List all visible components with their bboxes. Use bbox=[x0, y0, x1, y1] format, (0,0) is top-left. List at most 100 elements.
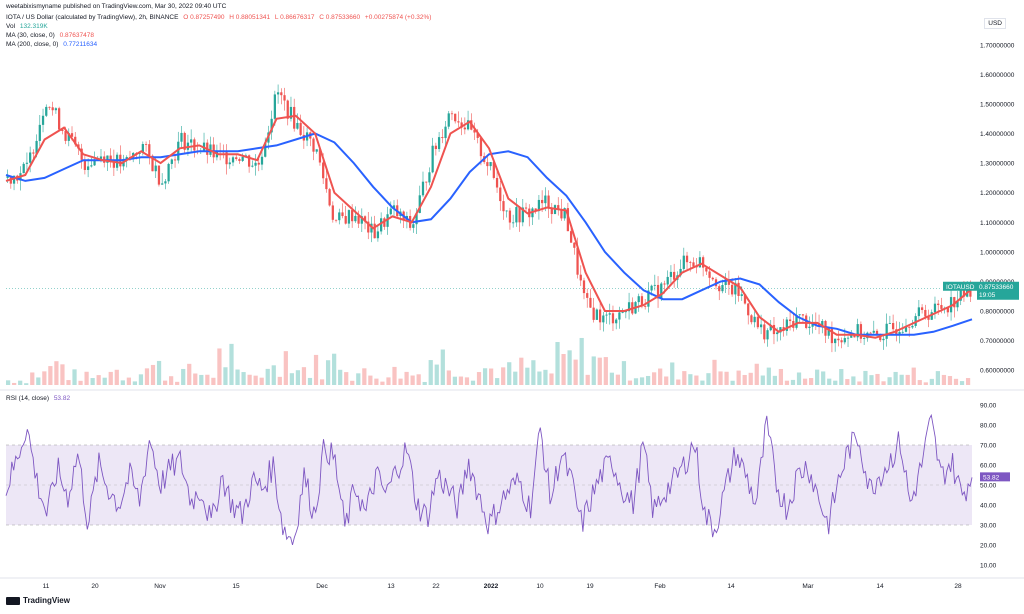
volume-bar bbox=[416, 374, 421, 385]
volume-bar bbox=[181, 368, 186, 385]
candle-body bbox=[669, 271, 673, 277]
time-axis-tick: Nov bbox=[154, 583, 166, 590]
candle-body bbox=[109, 155, 112, 160]
candle-body bbox=[38, 124, 41, 141]
volume-bar bbox=[162, 380, 168, 385]
candle-body bbox=[367, 221, 370, 233]
volume-bar bbox=[700, 380, 705, 385]
volume-bar bbox=[579, 337, 584, 385]
candle-body bbox=[547, 195, 550, 208]
candle-body bbox=[173, 159, 177, 161]
candle-body bbox=[231, 157, 235, 163]
volume-bar bbox=[609, 372, 614, 385]
volume-bar bbox=[277, 376, 282, 385]
volume-bar bbox=[235, 369, 240, 385]
volume-bar bbox=[126, 377, 131, 385]
watermark: weetabixismyname published on TradingVie… bbox=[6, 3, 227, 10]
volume-bar bbox=[36, 377, 41, 385]
volume-bar bbox=[537, 371, 542, 385]
candle-body bbox=[434, 145, 437, 150]
candle-body bbox=[557, 205, 560, 210]
candle-body bbox=[959, 287, 962, 301]
legend-ma30-row: MA (30, close, 0) 0.87637478 bbox=[6, 32, 97, 40]
candle-body bbox=[753, 316, 756, 323]
volume-bar bbox=[428, 360, 433, 385]
candle-body bbox=[592, 307, 595, 320]
candle-body bbox=[904, 326, 908, 332]
candle-body bbox=[908, 326, 911, 328]
candle-body bbox=[611, 313, 615, 324]
volume-bar bbox=[265, 368, 270, 385]
candle-body bbox=[605, 314, 608, 316]
volume-bar bbox=[857, 381, 862, 385]
volume-bar bbox=[881, 381, 886, 385]
candle-body bbox=[521, 207, 524, 223]
volume-bar bbox=[344, 372, 349, 385]
candle-body bbox=[247, 155, 251, 167]
volume-bar bbox=[241, 372, 246, 385]
candle-body bbox=[772, 324, 776, 335]
candle-body bbox=[106, 155, 109, 163]
volume-bar bbox=[591, 356, 596, 385]
volume-bar bbox=[60, 364, 65, 385]
candle-body bbox=[505, 210, 508, 212]
volume-bar bbox=[84, 371, 89, 385]
price-tag-symbol: IOTAUSD bbox=[946, 284, 975, 291]
candle-body bbox=[90, 165, 93, 167]
candle-body bbox=[837, 338, 840, 341]
volume-bar bbox=[778, 368, 784, 385]
candle-body bbox=[940, 305, 943, 309]
volume-bar bbox=[664, 376, 669, 385]
candle-body bbox=[515, 207, 518, 223]
candle-body bbox=[673, 271, 676, 280]
volume-bar bbox=[350, 380, 355, 385]
candle-body bbox=[412, 224, 415, 228]
candle-body bbox=[144, 144, 148, 145]
candle-body bbox=[850, 334, 853, 338]
candle-body bbox=[479, 137, 483, 157]
legend-ma200-label: MA (200, close, 0) bbox=[6, 41, 59, 48]
candle-body bbox=[750, 315, 753, 323]
volume-bar bbox=[633, 378, 639, 385]
volume-bar bbox=[338, 369, 343, 385]
volume-bar bbox=[790, 379, 796, 385]
volume-bar bbox=[283, 351, 288, 385]
candle-body bbox=[766, 330, 769, 340]
volume-bar bbox=[12, 382, 17, 385]
legend-rsi-value: 53.82 bbox=[53, 395, 71, 402]
volume-bar bbox=[965, 378, 971, 385]
volume-bar bbox=[953, 378, 959, 385]
candle-body bbox=[602, 315, 605, 323]
candle-body bbox=[415, 212, 418, 225]
candle-body bbox=[473, 129, 476, 133]
time-axis-tick: 11 bbox=[43, 583, 50, 590]
candle-body bbox=[718, 286, 721, 292]
candle-body bbox=[289, 106, 293, 119]
candle-body bbox=[779, 327, 782, 333]
candle-body bbox=[347, 210, 351, 224]
candle-body bbox=[685, 255, 689, 263]
price-axis-tick: 1.20000000 bbox=[980, 190, 1015, 197]
volume-bar bbox=[513, 371, 518, 385]
candle-body bbox=[270, 118, 273, 133]
rsi-value-tag: 53.82 bbox=[983, 474, 1000, 481]
candle-body bbox=[537, 199, 541, 212]
volume-bar bbox=[615, 374, 621, 385]
candle-body bbox=[640, 296, 644, 307]
candle-body bbox=[64, 130, 67, 141]
candle-body bbox=[373, 223, 376, 239]
candle-body bbox=[956, 300, 959, 308]
volume-bar bbox=[307, 377, 313, 385]
candle-body bbox=[882, 338, 885, 341]
volume-bar bbox=[772, 375, 777, 385]
volume-bar bbox=[410, 375, 415, 385]
candle-body bbox=[450, 113, 454, 115]
candle-body bbox=[328, 189, 331, 206]
volume-bar bbox=[259, 377, 264, 385]
currency-button[interactable]: USD bbox=[984, 18, 1006, 29]
volume-bar bbox=[66, 380, 71, 385]
price-tag-value-box bbox=[977, 281, 1019, 300]
candle-body bbox=[962, 287, 966, 297]
candle-body bbox=[225, 152, 228, 165]
